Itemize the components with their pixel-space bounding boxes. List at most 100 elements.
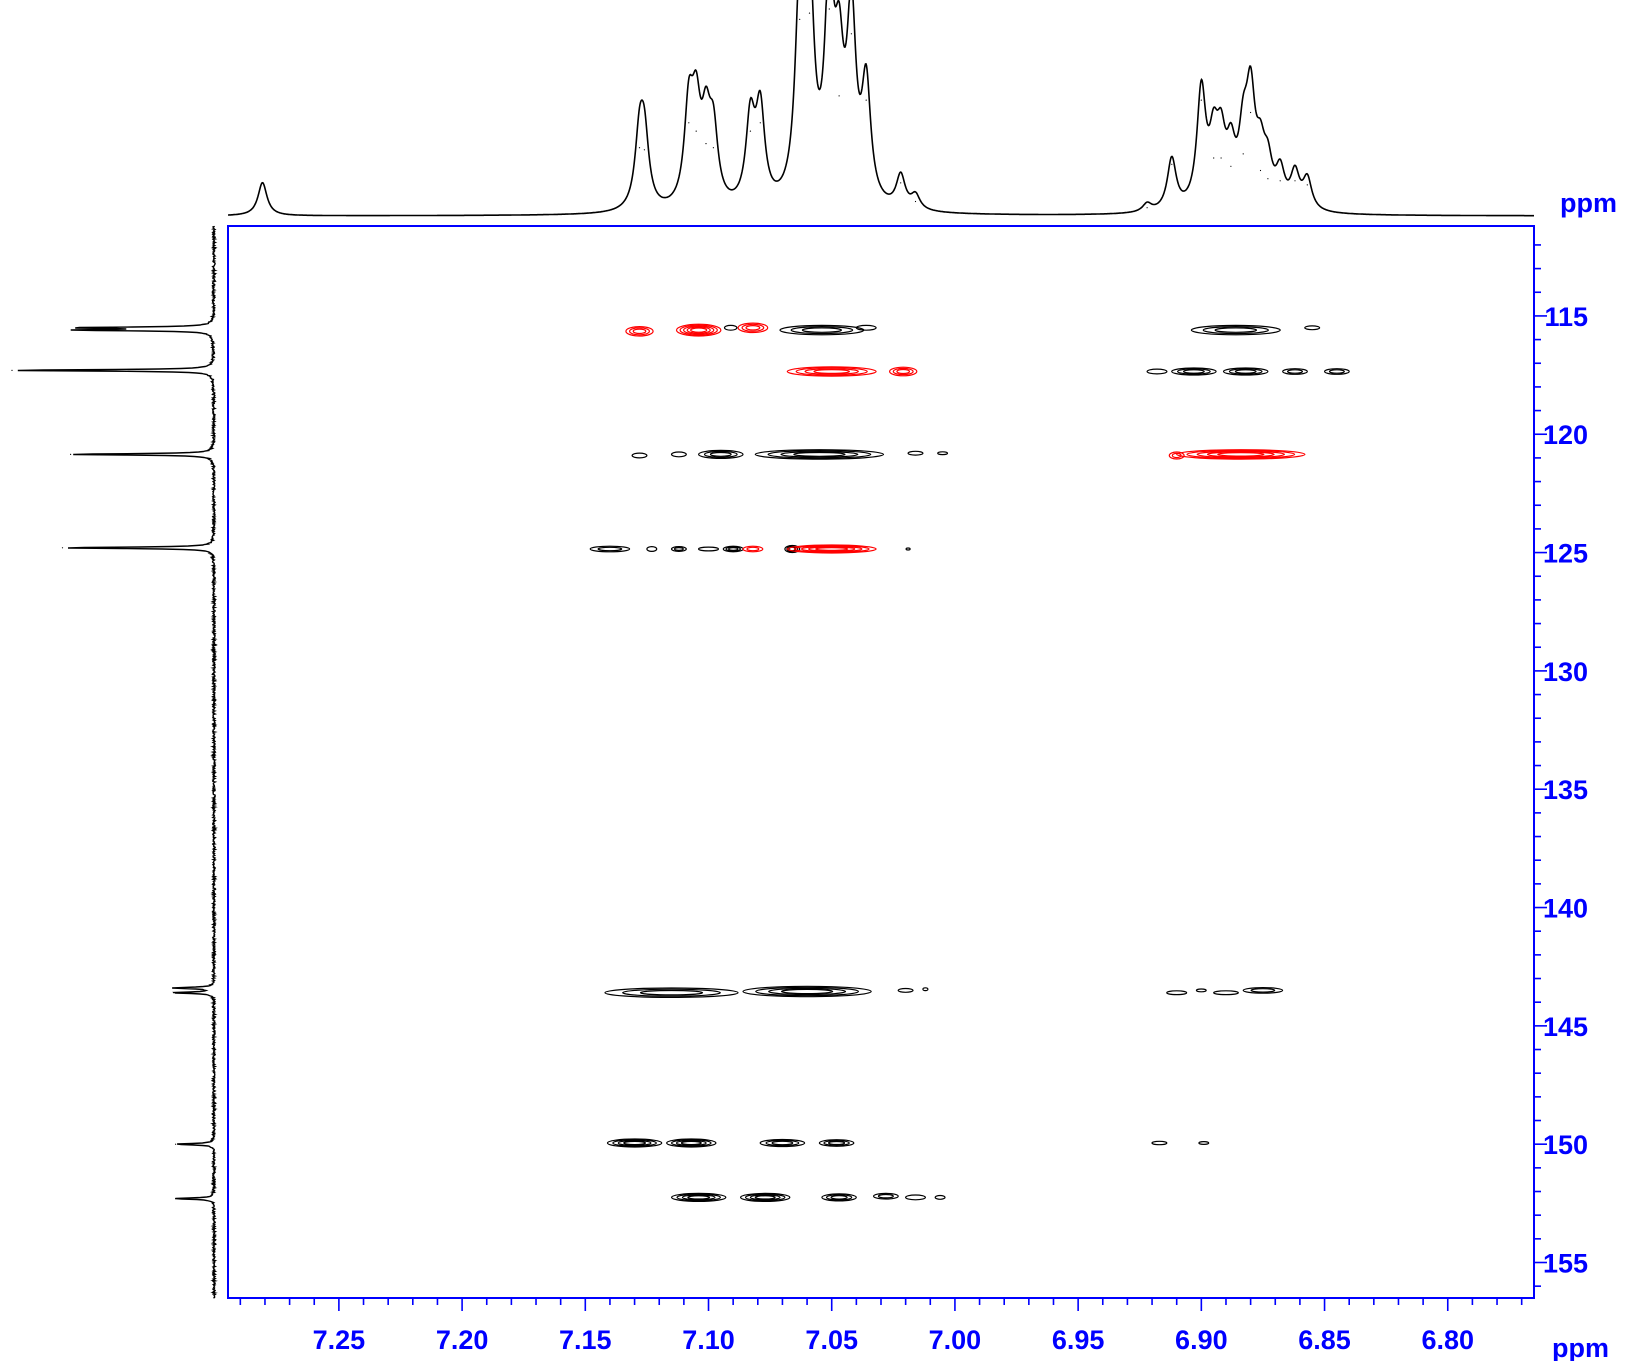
cross-peak — [821, 1193, 857, 1202]
contour-level — [784, 544, 801, 554]
left-projection-peak — [173, 987, 175, 989]
contour-level — [646, 545, 658, 552]
contour-level — [671, 1192, 727, 1203]
y-tick-label: 120 — [1543, 420, 1588, 450]
contour-level — [728, 547, 739, 551]
cross-peak — [897, 987, 914, 993]
left-projection-spectrum — [11, 225, 218, 1299]
contour-level — [741, 323, 765, 332]
top-projection-peak — [1279, 180, 1281, 182]
cross-peak — [589, 545, 631, 553]
cross-peak — [631, 452, 648, 459]
cross-peak — [722, 545, 744, 553]
contour-level — [754, 1195, 776, 1200]
cross-peak — [786, 366, 877, 377]
contour-level — [793, 451, 846, 457]
contour-level — [1206, 451, 1275, 458]
cross-peak — [1151, 1140, 1168, 1146]
top-projection-peak — [759, 122, 761, 124]
contour-level — [821, 1193, 857, 1202]
contour-level — [1217, 452, 1265, 457]
contour-level — [1222, 367, 1269, 376]
cross-peak — [670, 545, 687, 552]
contour-level — [759, 1138, 806, 1148]
contour-level — [855, 324, 877, 331]
y-tick-label: 155 — [1543, 1249, 1588, 1279]
cross-peak — [907, 450, 924, 456]
left-projection-peak — [11, 369, 13, 371]
contour-level — [1196, 450, 1286, 459]
cross-peak — [905, 547, 911, 551]
contour-level — [1214, 327, 1258, 333]
contour-level — [1304, 325, 1321, 331]
cross-peak — [759, 1138, 806, 1148]
x-tick-label: 7.10 — [682, 1325, 735, 1355]
contour-level — [905, 547, 911, 551]
left-projection-peak — [84, 329, 86, 331]
contour-level — [897, 987, 914, 993]
cross-peak — [742, 545, 764, 553]
cross-peak — [934, 1194, 946, 1200]
contour-level — [725, 546, 741, 552]
cross-peak — [1304, 325, 1321, 331]
top-projection-peak — [749, 130, 752, 132]
contour-level — [827, 1140, 846, 1146]
contour-level — [877, 1193, 894, 1199]
cross-peak — [855, 324, 877, 331]
contour-level — [801, 327, 843, 333]
contour-level — [631, 452, 648, 459]
top-projection-peak — [261, 182, 264, 184]
x-tick-label: 6.80 — [1421, 1325, 1474, 1355]
cross-peak — [904, 1194, 926, 1201]
contour-level — [686, 326, 711, 334]
contour-level — [683, 325, 715, 335]
cross-peak — [742, 985, 872, 998]
top-projection-peak — [1250, 111, 1252, 114]
top-projection-peak — [643, 149, 646, 151]
contour-level — [889, 366, 918, 377]
contour-level — [703, 450, 738, 458]
contour-level — [749, 1194, 781, 1201]
cross-peak-contours — [589, 322, 1350, 1203]
y-axis: 115 120 125 130 135 140 145 150 155 — [1533, 226, 1588, 1298]
contour-level — [1242, 987, 1284, 994]
contour-level — [825, 1194, 853, 1201]
contour-level — [1202, 326, 1269, 335]
top-projection-peak — [1294, 180, 1296, 182]
contour-level — [765, 1139, 800, 1147]
contour-level — [800, 545, 863, 553]
cross-peak — [873, 1192, 899, 1200]
contour-level — [768, 987, 847, 996]
contour-level — [628, 327, 650, 336]
contour-level — [767, 450, 872, 459]
contour-level — [681, 1194, 716, 1201]
contour-level — [1166, 990, 1188, 996]
contour-level — [786, 366, 877, 377]
contour-level — [907, 450, 924, 456]
cross-peak — [1323, 368, 1350, 375]
contour-level — [737, 322, 769, 334]
cross-peak — [1168, 451, 1185, 460]
cross-peak — [786, 544, 877, 554]
contour-level — [1182, 369, 1205, 374]
cross-peak — [1190, 324, 1281, 336]
contour-level — [780, 451, 859, 458]
contour-level — [742, 985, 872, 998]
contour-level — [676, 1193, 722, 1202]
cross-peak — [646, 545, 658, 552]
contour-level — [754, 449, 885, 460]
contour-level — [1171, 452, 1182, 459]
left-projection-peak — [70, 453, 72, 455]
contour-level — [793, 544, 870, 553]
contour-level — [1190, 324, 1281, 336]
contour-level — [1250, 988, 1276, 993]
cross-peak — [697, 449, 744, 459]
top-projection-peak — [1213, 157, 1215, 159]
top-projection-peak — [850, 33, 853, 35]
cross-peak — [1242, 987, 1284, 994]
top-projection-peak — [1171, 163, 1173, 165]
contour-level — [697, 449, 744, 459]
cross-peak — [606, 1138, 663, 1148]
cross-peak — [1171, 367, 1217, 376]
